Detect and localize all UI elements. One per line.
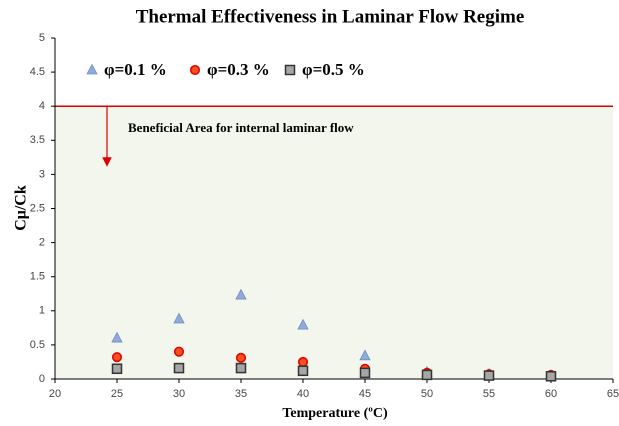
- x-tick-label: 50: [421, 388, 433, 400]
- legend-label: φ=0.5 %: [302, 60, 365, 79]
- legend-marker: [284, 64, 296, 76]
- y-tick-label: 3: [39, 168, 45, 180]
- point: [421, 369, 433, 381]
- annotation: Beneficial Area for internal laminar flo…: [128, 120, 354, 135]
- point: [111, 363, 123, 375]
- legend-marker: [86, 63, 98, 75]
- y-tick-label: 0.5: [30, 339, 45, 351]
- x-tick-label: 20: [49, 388, 61, 400]
- y-tick-label: 4.5: [30, 66, 45, 78]
- y-tick-label: 4: [39, 100, 45, 112]
- point: [235, 288, 247, 300]
- x-tick-label: 35: [235, 388, 247, 400]
- y-tick-label: 1.5: [30, 271, 45, 283]
- legend-label: φ=0.3 %: [207, 60, 270, 79]
- point: [111, 352, 123, 363]
- point: [297, 356, 309, 368]
- point: [297, 365, 309, 377]
- x-tick-label: 40: [297, 388, 309, 400]
- x-tick-label: 45: [359, 388, 371, 400]
- x-tick-label: 55: [483, 388, 495, 400]
- point: [359, 349, 371, 361]
- point: [235, 362, 247, 374]
- point: [483, 370, 495, 381]
- x-tick-label: 60: [545, 388, 557, 400]
- y-tick-label: 5: [39, 32, 45, 44]
- x-axis-label: Temperature (ºC): [282, 406, 388, 421]
- point: [235, 352, 247, 363]
- y-tick-label: 1: [39, 305, 45, 317]
- legend-marker: [189, 64, 201, 76]
- point: [173, 312, 185, 324]
- point: [173, 362, 185, 374]
- chart-title: Thermal Effectiveness in Laminar Flow Re…: [136, 6, 525, 27]
- y-tick-label: 2.5: [30, 202, 45, 214]
- y-tick-label: 3.5: [30, 134, 45, 146]
- point: [359, 367, 371, 379]
- x-tick-label: 65: [607, 388, 619, 400]
- x-tick-label: 25: [111, 388, 123, 400]
- point: [173, 346, 185, 357]
- point: [297, 318, 309, 330]
- x-tick-label: 30: [173, 388, 185, 400]
- y-axis-label: Cμ/Ck: [13, 185, 30, 231]
- point: [111, 331, 123, 343]
- legend-label: φ=0.1 %: [104, 60, 167, 79]
- y-tick-label: 0: [39, 373, 45, 385]
- point: [545, 371, 557, 382]
- y-tick-label: 2: [39, 237, 45, 249]
- beneficial-area: [55, 106, 613, 379]
